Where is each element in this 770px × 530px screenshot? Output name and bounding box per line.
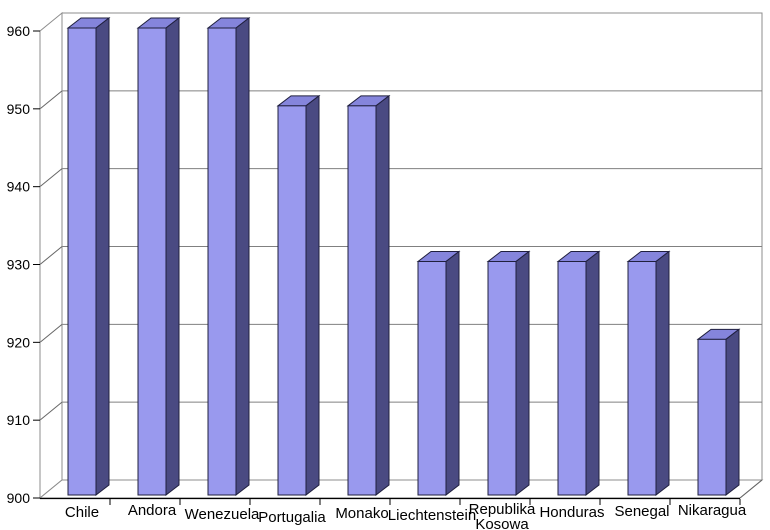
bar-front-face [347,105,377,496]
bar-front-face [697,338,727,496]
category-label: Nikaragua [678,502,747,519]
category-label: Andora [128,502,177,519]
y-tick-label: 940 [7,179,31,195]
bar-side-face [95,16,110,497]
category-label-text: Liechtenstein [388,507,476,524]
bar-front-face [417,261,447,496]
category-label-text: Monako [335,505,388,522]
bar-front-face [487,261,517,496]
y-tick-diagonal [39,90,63,110]
bar-side-face [655,250,670,497]
plot-right-edge [739,479,763,499]
bar-liechtenstein [416,250,461,497]
y-tick-diagonal [39,323,63,343]
category-label: Senegal [614,503,669,520]
category-label: Monako [335,505,388,522]
bar-front-face [137,27,167,496]
bar-nikaragua [696,328,741,497]
bar-front-face [557,261,587,496]
bar-senegal [626,250,671,497]
bar-wenezuela [206,16,251,497]
category-label-line: Kosowa [475,516,529,530]
category-label-text: Portugalia [258,509,326,526]
category-label: Liechtenstein [388,507,476,524]
y-tick-diagonal [39,246,63,265]
category-label: Chile [65,504,99,521]
bar-front-face [277,105,307,496]
category-label-text: Honduras [539,504,604,521]
y-tick-label: 900 [7,490,31,506]
bar-side-face [445,250,460,497]
category-label: Wenezuela [185,506,260,523]
bar-side-face [725,328,740,497]
y-tick-label: 920 [7,334,31,350]
bar-side-face [165,16,180,497]
bar-side-face [235,16,250,497]
bar-front-face [627,261,657,496]
bar-portugalia [276,94,321,497]
y-tick-diagonal [39,401,63,421]
y-tick-label: 950 [7,101,31,117]
category-label-text: Nikaragua [678,502,747,519]
bar-republika-kosowa [486,250,531,497]
category-label-text: Andora [128,502,177,519]
bar-andora [136,16,181,497]
y-tick-diagonal [39,168,63,188]
bar-side-face [515,250,530,497]
bar-monako [346,94,391,497]
bar-side-face [585,250,600,497]
bar-front-face [207,27,237,496]
bar-chile [66,16,111,497]
category-label-text: Wenezuela [185,506,260,523]
y-tick-label: 930 [7,257,31,273]
y-tick-label: 910 [7,412,31,428]
bar-front-face [67,27,97,496]
category-label-line: Republika [469,501,536,518]
bar-side-face [305,94,320,497]
bar-honduras [556,250,601,497]
category-label-text: Chile [65,504,99,521]
category-label-text: Senegal [614,503,669,520]
bar-side-face [375,94,390,497]
category-label: Honduras [539,504,604,521]
y-tick-label: 960 [7,23,31,39]
category-label: Portugalia [258,509,326,526]
